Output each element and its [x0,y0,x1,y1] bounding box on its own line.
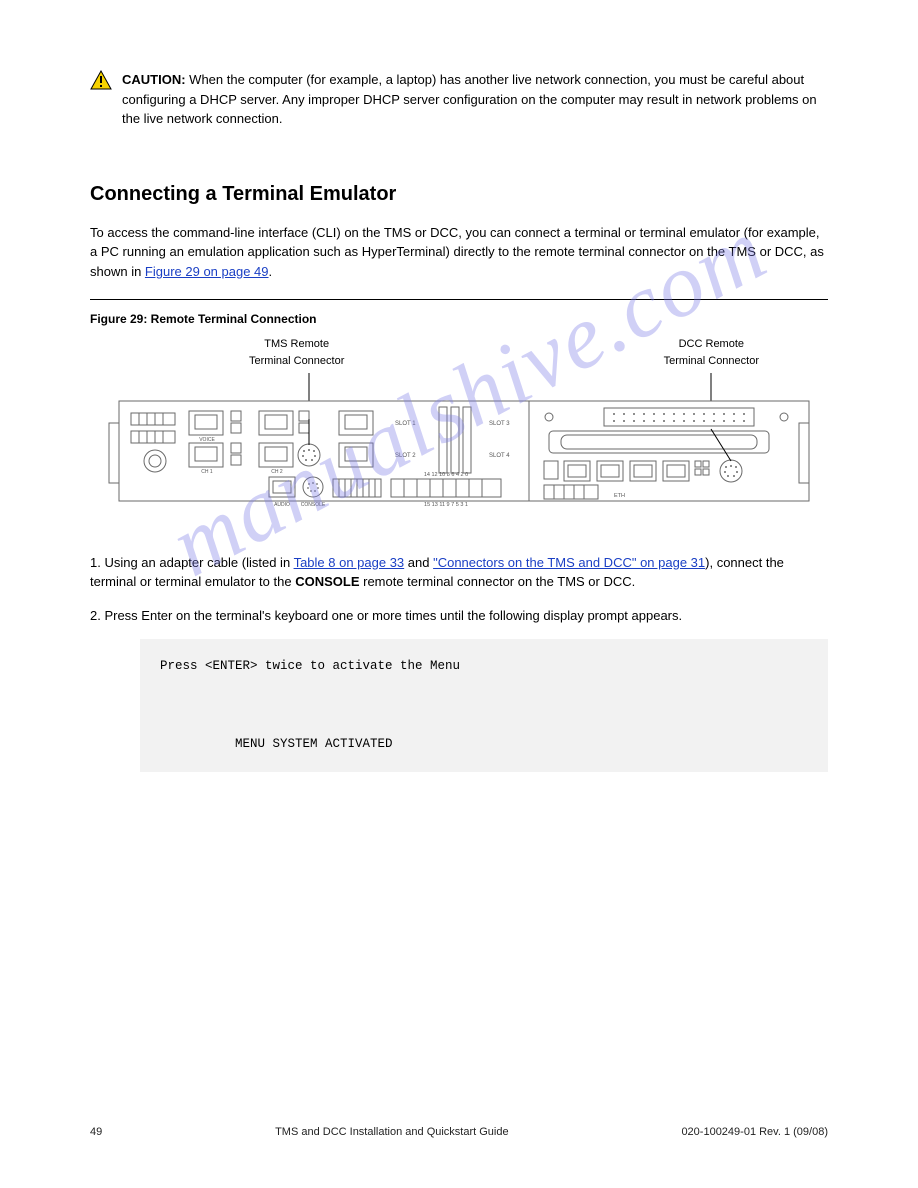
board-svg: CH 1 VOICE CH 2 [99,373,819,523]
intro-text-after: . [269,264,273,279]
svg-text:CONSOLE: CONSOLE [301,502,326,508]
figure-link[interactable]: Figure 29 on page 49 [145,264,269,279]
connectors-link[interactable]: "Connectors on the TMS and DCC" on page … [433,555,705,570]
figure-divider [90,299,828,300]
console-bold: CONSOLE [295,574,359,589]
step1-pre: 1. Using an adapter cable (listed in [90,555,294,570]
figure-diagram: TMS Remote Terminal Connector DCC Remote… [99,336,819,529]
footer-doc-rev: 020-100249-01 Rev. 1 (09/08) [681,1124,828,1141]
caution-label: CAUTION: [122,72,186,87]
intro-paragraph: To access the command-line interface (CL… [90,223,828,282]
svg-text:ETH: ETH [614,493,625,499]
step-1: 1. Using an adapter cable (listed in Tab… [90,553,828,592]
figure-label-tms: TMS Remote Terminal Connector [249,336,344,369]
figure-title: Figure 29: Remote Terminal Connection [90,310,828,328]
svg-text:SLOT 4: SLOT 4 [489,453,510,459]
svg-text:SLOT 1: SLOT 1 [395,421,416,427]
step1-mid: and [404,555,433,570]
figure-label-dcc: DCC Remote Terminal Connector [664,336,759,369]
terminal-output: Press <ENTER> twice to activate the Menu… [140,639,828,772]
svg-text:SLOT 3: SLOT 3 [489,421,510,427]
svg-text:SLOT 2: SLOT 2 [395,453,416,459]
page-footer: 49 TMS and DCC Installation and Quicksta… [90,1124,828,1141]
svg-text:CH 1: CH 1 [201,469,213,475]
svg-text:CH 2: CH 2 [271,469,283,475]
section-heading: Connecting a Terminal Emulator [90,179,828,209]
footer-page-number: 49 [90,1124,102,1141]
svg-text:14 12 10 8 6 4 2 0: 14 12 10 8 6 4 2 0 [424,472,468,478]
caution-block: CAUTION: When the computer (for example,… [90,70,828,151]
svg-text:15 13 11 9 7 5 3 1: 15 13 11 9 7 5 3 1 [424,502,468,508]
step-2: 2. Press Enter on the terminal's keyboar… [90,606,828,626]
warning-icon [90,70,112,90]
caution-text: When the computer (for example, a laptop… [122,72,817,126]
footer-doc-title: TMS and DCC Installation and Quickstart … [102,1124,681,1141]
svg-text:VOICE: VOICE [199,437,215,443]
table8-link[interactable]: Table 8 on page 33 [294,555,405,570]
svg-text:AUDIO: AUDIO [274,502,290,508]
step1-tail: remote terminal connector on the TMS or … [360,574,636,589]
